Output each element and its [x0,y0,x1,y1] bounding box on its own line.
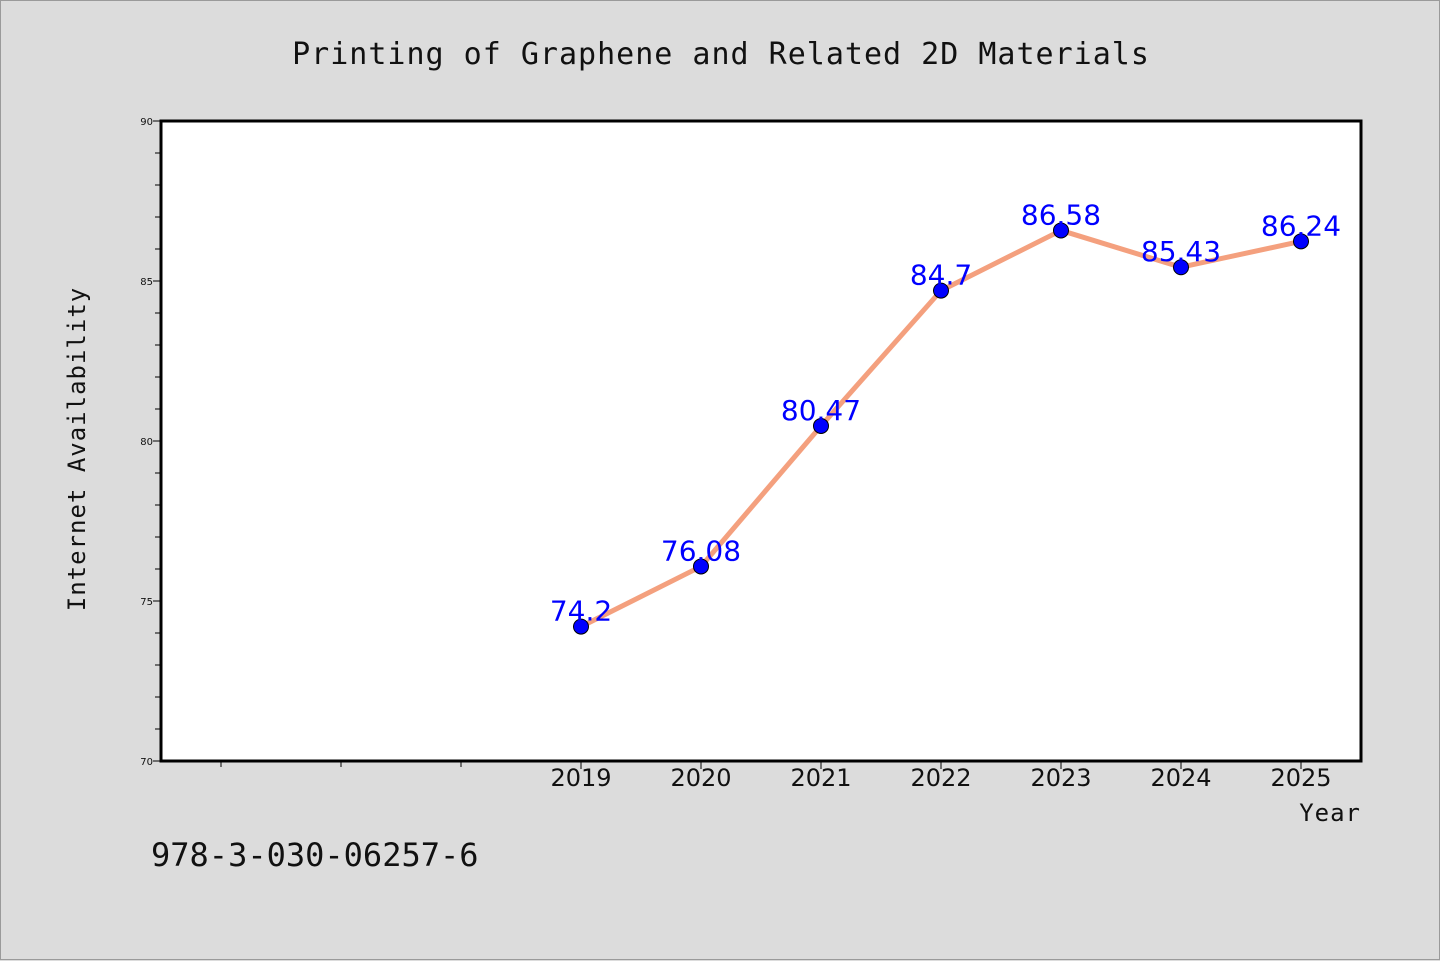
plot-border [159,119,1363,763]
series-group: 74.2 76.08 80.47 84.7 86.58 85.43 86.24 [550,198,1341,635]
data-label: 86.24 [1261,209,1341,242]
x-tick-label: 2022 [910,764,971,792]
data-label: 85.43 [1141,235,1221,268]
y-tick-label: 90 [140,117,153,128]
data-point [693,558,709,575]
plot-area [161,121,1361,761]
data-point [813,417,829,434]
y-tick-label: 85 [140,277,153,288]
data-label: 84.7 [910,259,972,292]
data-point [1293,233,1309,250]
x-tick-label: 2019 [550,764,611,792]
x-tick-label: 2020 [670,764,731,792]
data-label: 76.08 [661,534,741,567]
data-label: 86.58 [1021,198,1101,231]
data-point [573,618,589,635]
isbn-footnote: 978-3-030-06257-6 [151,836,479,874]
x-tick-label: 2023 [1030,764,1091,792]
y-tick-label: 70 [140,757,153,768]
x-tick-label: 2021 [790,764,851,792]
y-axis-title: Internet Availability [63,287,91,611]
x-axis: 2019 2020 2021 2022 2023 2024 2025 [220,761,1332,792]
data-label: 74.2 [550,595,612,628]
data-point [933,282,949,299]
x-axis-title: Year [1299,799,1361,827]
chart-title: Printing of Graphene and Related 2D Mate… [292,37,1150,72]
x-tick-label: 2024 [1150,764,1211,792]
y-axis: 70 75 80 85 90 [140,117,161,768]
data-point [1053,222,1069,239]
y-tick-label: 75 [140,597,153,608]
data-label: 80.47 [781,394,861,427]
data-point [1173,259,1189,276]
x-tick-label: 2025 [1270,764,1331,792]
y-tick-label: 80 [140,437,153,448]
